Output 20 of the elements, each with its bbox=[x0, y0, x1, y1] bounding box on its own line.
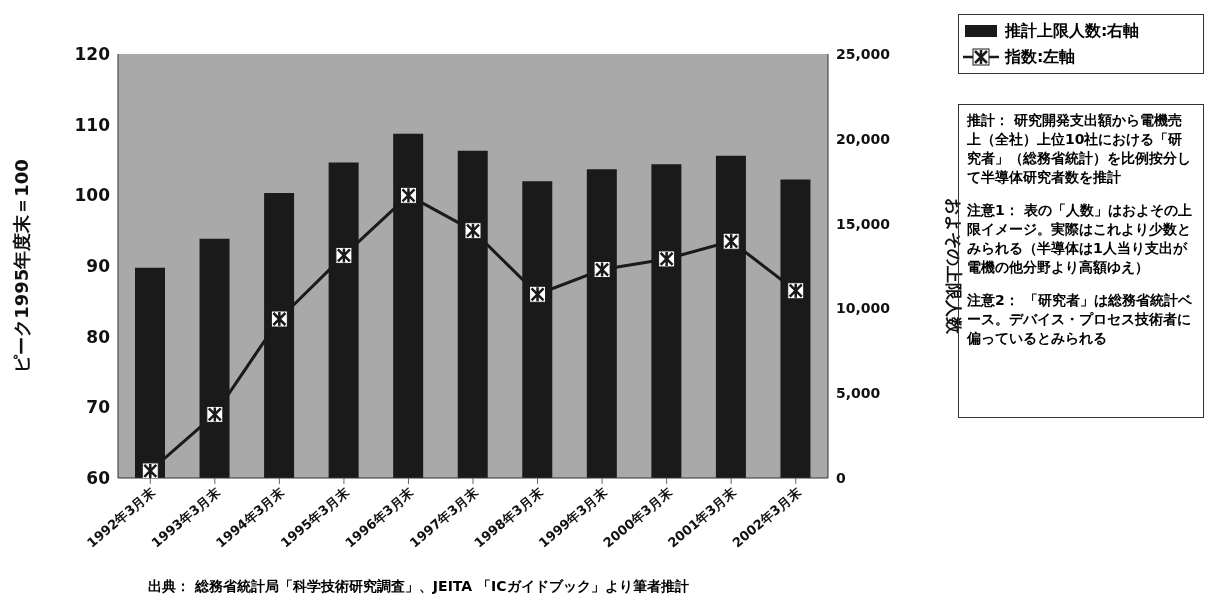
y2-tick-label: 20,000 bbox=[836, 130, 891, 147]
text: 注意2： 「研究者」は総務省統計ベース。デバイス・プロセス技術者に偏っているとみられる bbox=[967, 291, 1193, 348]
legend-label: 指数:左軸 bbox=[1005, 46, 1076, 68]
y-tick-label: 60 bbox=[86, 468, 111, 489]
y-axis-title: ピーク1995年度末＝100 bbox=[11, 159, 33, 373]
y-tick-label: 100 bbox=[74, 185, 111, 206]
y-tick-label: 90 bbox=[86, 256, 111, 277]
y-tick-label: 120 bbox=[74, 44, 111, 65]
y-tick-label: 70 bbox=[86, 397, 111, 418]
y2-tick-label: 0 bbox=[836, 469, 846, 486]
legend-label: 推計上限人数:右軸 bbox=[1005, 20, 1140, 42]
text: 推計： 研究開発支出額から電機売上（全社）上位10社における「研究者」（総務省統計）を比例按分して半導体研究者数を推計 bbox=[967, 111, 1192, 187]
source-note: 出典： 総務省統計局「科学技術研究調査」、JEITA 「ICガイドブック」より筆者推計 bbox=[148, 578, 689, 596]
y2-tick-label: 25,000 bbox=[836, 45, 891, 62]
y-tick-label: 80 bbox=[86, 326, 111, 347]
y2-tick-label: 10,000 bbox=[836, 300, 891, 317]
y2-tick-label: 5,000 bbox=[836, 385, 881, 402]
y2-tick-label: 15,000 bbox=[836, 215, 891, 232]
text: 注意1： 表の「人数」はおよその上限イメージ。実際はこれより少数とみられる（半導体は1人当り支出が電機の他分野より高額ゆえ） bbox=[967, 201, 1193, 277]
y-tick-label: 110 bbox=[74, 114, 111, 135]
